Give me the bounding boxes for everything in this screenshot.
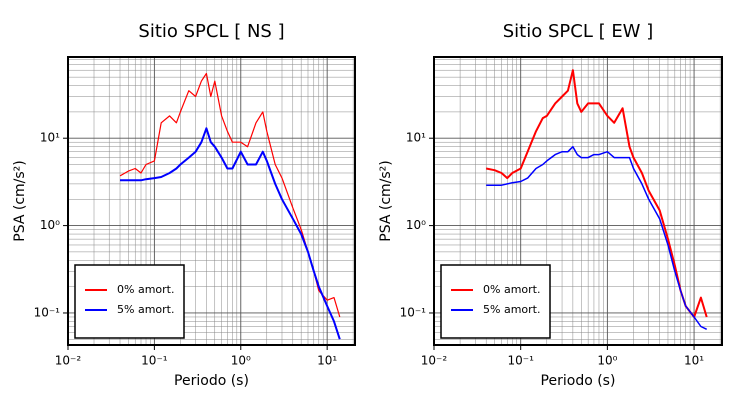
x-tick-label: 10¹ [317, 354, 337, 368]
x-axis-label: Periodo (s) [174, 373, 249, 389]
y-tick-label: 10⁻¹ [34, 305, 61, 319]
chart-title: Sitio SPCL [ NS ] [138, 21, 284, 42]
legend-box [440, 264, 551, 339]
x-tick-label: 10⁰ [231, 354, 251, 368]
plot-frame [67, 56, 356, 346]
x-tick-label: 10¹ [684, 354, 704, 368]
legend-label: 5% amort. [117, 303, 174, 316]
legend-box [74, 264, 185, 339]
x-axis-label: Periodo (s) [541, 373, 616, 389]
plot-frame [433, 56, 723, 346]
y-tick-label: 10¹ [40, 131, 60, 145]
y-tick-label: 10⁰ [406, 218, 426, 232]
x-tick-label: 10⁰ [597, 354, 617, 368]
legend-label: 0% amort. [483, 283, 540, 296]
y-axis-label: PSA (cm/s²) [12, 160, 28, 242]
series-line [120, 127, 341, 340]
y-tick-label: 10¹ [406, 131, 426, 145]
series-line [486, 145, 708, 330]
chart-title: Sitio SPCL [ EW ] [503, 21, 653, 42]
legend-label: 5% amort. [483, 303, 540, 316]
y-tick-label: 10⁰ [40, 218, 60, 232]
y-axis-label: PSA (cm/s²) [378, 160, 394, 242]
y-tick-label: 10⁻¹ [400, 305, 427, 319]
legend-label: 0% amort. [117, 283, 174, 296]
x-tick-label: 10⁻² [55, 354, 82, 368]
x-tick-label: 10⁻² [421, 354, 448, 368]
series-line [486, 69, 708, 318]
x-tick-label: 10⁻¹ [141, 354, 168, 368]
x-tick-label: 10⁻¹ [507, 354, 534, 368]
